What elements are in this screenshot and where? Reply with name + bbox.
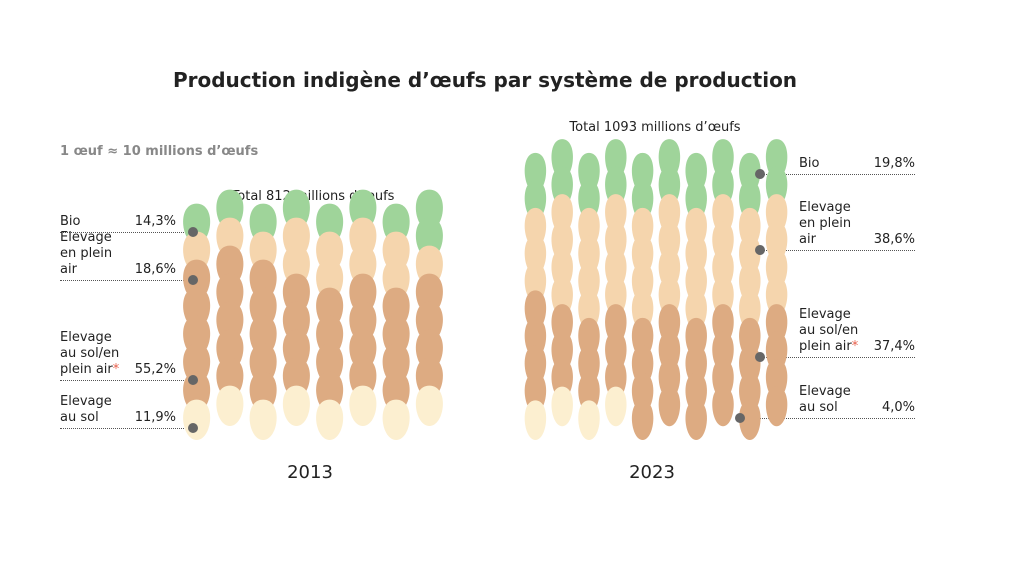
value-label: 18,6% — [134, 262, 176, 277]
legend-label: Bio 14,3% — [60, 172, 194, 233]
year-label: 2013 — [287, 462, 333, 483]
category-text: Elevage au sol — [799, 384, 851, 415]
value-label: 55,2% — [134, 362, 176, 377]
legend-label: Elevage en plein air 38,6% — [757, 190, 915, 251]
legend-label: Bio 19,8% — [757, 114, 915, 175]
legend-label: Elevage en plein air 18,6% — [60, 220, 194, 281]
egg — [349, 385, 377, 426]
egg — [282, 385, 310, 426]
egg — [524, 400, 547, 440]
leader-dot — [755, 169, 765, 179]
category-text: Elevage en plein air — [60, 230, 113, 277]
category-label: Elevage au sol — [799, 384, 863, 416]
category-text: Bio — [60, 214, 81, 229]
egg — [631, 400, 654, 440]
egg — [685, 400, 707, 440]
legend-label: Elevage au sol/en plein air* 55,2% — [60, 320, 194, 381]
leader-dot — [188, 423, 198, 433]
category-label: Elevage au sol/en plein air* — [60, 330, 124, 378]
category-text: Bio — [799, 156, 820, 171]
leader-dot — [188, 275, 198, 285]
footnote-mark: * — [851, 339, 859, 354]
category-label: Elevage en plein air — [799, 200, 863, 248]
egg — [415, 385, 443, 426]
category-label: Elevage au sol/en plein air* — [799, 307, 863, 355]
year-label: 2023 — [629, 462, 675, 483]
value-label: 11,9% — [134, 410, 176, 425]
category-label: Elevage en plein air — [60, 230, 124, 278]
egg — [249, 399, 277, 440]
category-label: Elevage au sol — [60, 394, 124, 426]
value-label: 38,6% — [873, 232, 915, 247]
egg — [551, 386, 573, 427]
value-label: 37,4% — [873, 339, 915, 354]
leader-dot — [188, 375, 198, 385]
legend-label: Elevage au sol 11,9% — [60, 368, 194, 429]
egg — [739, 400, 761, 440]
egg — [712, 386, 734, 427]
egg — [765, 386, 788, 427]
egg — [216, 385, 244, 426]
value-label: 14,3% — [134, 214, 176, 229]
subtitle: Total 1093 millions d’œufs — [568, 120, 740, 135]
chart-title: Production indigène d’œufs par système d… — [173, 68, 797, 92]
egg — [605, 386, 627, 427]
footnote-mark: * — [112, 362, 120, 377]
category-label: Bio — [60, 214, 124, 230]
category-text: Elevage au sol/en plein air — [799, 307, 859, 354]
leader-dot — [755, 245, 765, 255]
category-text: Elevage au sol — [60, 394, 112, 425]
category-text: Elevage au sol/en plein air — [60, 330, 120, 377]
value-label: 19,8% — [873, 156, 915, 171]
egg — [382, 399, 410, 440]
note: 1 œuf ≈ 10 millions d’œufs — [60, 144, 258, 159]
egg — [578, 400, 600, 440]
category-label: Bio — [799, 156, 863, 172]
leader-dot — [755, 352, 765, 362]
leader-dot — [735, 413, 745, 423]
egg — [316, 399, 344, 440]
category-text: Elevage en plein air — [799, 200, 852, 247]
legend-label: Elevage au sol 4,0% — [757, 358, 915, 419]
value-label: 4,0% — [881, 400, 915, 415]
legend-label: Elevage au sol/en plein air* 37,4% — [757, 297, 915, 358]
leader-dot — [188, 227, 198, 237]
egg — [658, 386, 681, 427]
egg — [183, 399, 211, 440]
